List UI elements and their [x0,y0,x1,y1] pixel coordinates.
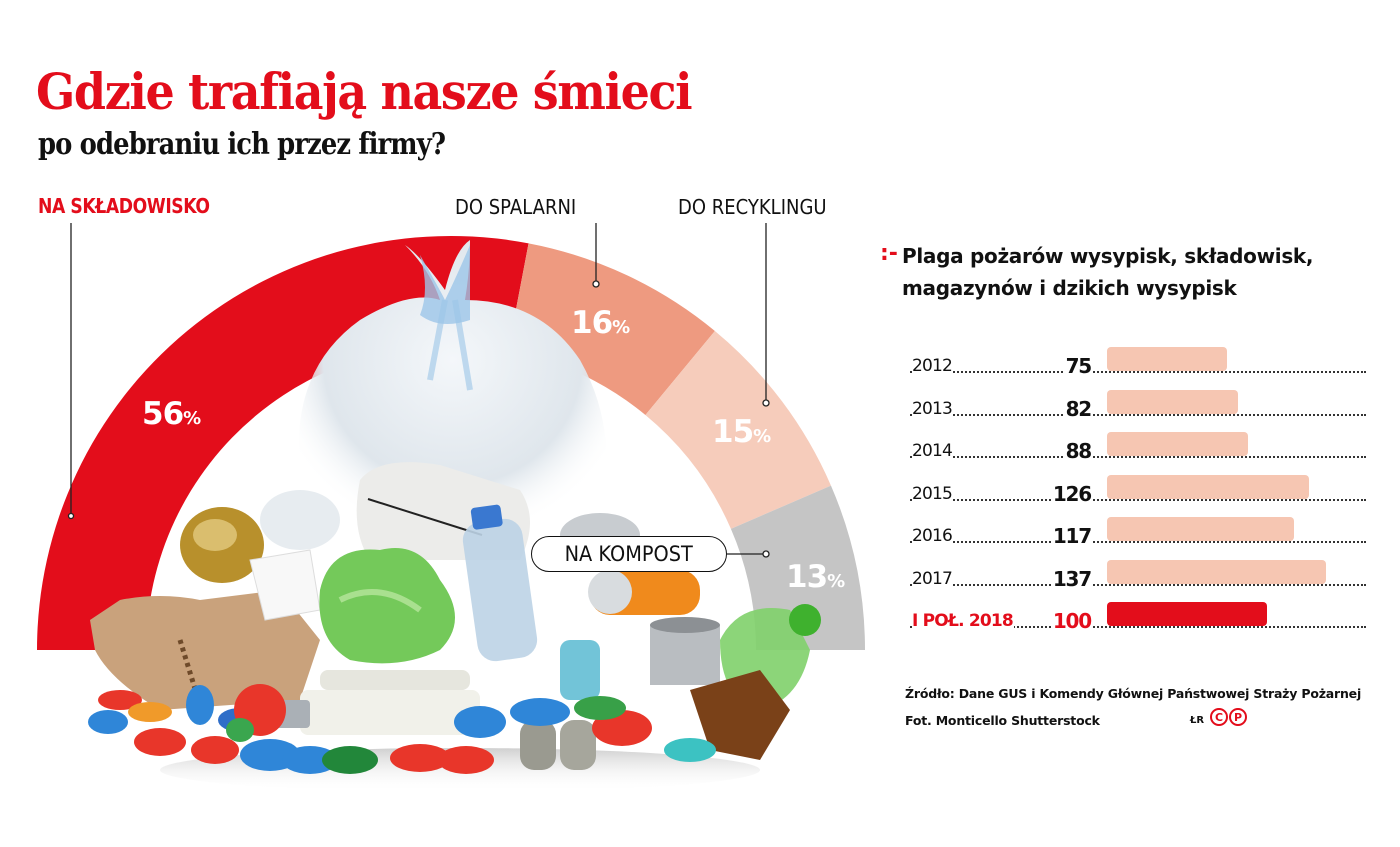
logo-c-icon: C [1210,708,1228,726]
bar-row: 2013 82 [910,386,1366,421]
author-initials: ŁR [1190,715,1205,726]
waste-pile-photo [88,240,821,792]
donut-segment-recycling [645,331,831,529]
segment-label-landfill: NA SKŁADOWISKO [38,194,210,218]
bar-chart-title: Plaga pożarów wysypisk, składowisk, maga… [902,244,1314,300]
photo-credit: Fot. Monticello Shutterstock [905,713,1100,728]
bar [1107,389,1239,414]
page-title: Gdzie trafiają nasze śmieci [36,62,693,121]
segment-value-compost: 13% [786,559,845,595]
segment-label-recycling: DO RECYKLINGU [678,195,827,219]
semicircle-donut-chart [37,223,865,792]
bar-row: 2017 137 [910,556,1366,591]
segment-value-landfill: 56% [142,396,201,432]
bar-row-highlight: I POŁ. 2018 100 [910,598,1366,633]
logo-p-icon: P [1229,708,1247,726]
bar-row: 2016 117 [910,513,1366,548]
segment-label-compost: NA KOMPOST [531,536,727,572]
bullet-marker-icon: :- [880,241,898,266]
segment-value-incineration: 16% [571,305,630,341]
bar [1107,559,1327,584]
leader-lines [67,223,770,558]
segment-value-recycling: 15% [712,414,771,450]
bar-row: 2014 88 [910,428,1366,463]
bar [1107,517,1295,541]
bar-row: 2012 75 [910,343,1366,378]
segment-label-incineration: DO SPALARNI [455,195,577,219]
bar-row: 2015 126 [910,471,1366,506]
bar [1107,347,1227,371]
bar [1107,474,1309,499]
page-subtitle: po odebraniu ich przez firmy? [38,127,446,162]
donut-segment-incineration [508,243,715,415]
bar [1107,432,1248,456]
bar [1107,602,1267,626]
source-note: Źródło: Dane GUS i Komendy Głównej Państ… [905,686,1362,701]
